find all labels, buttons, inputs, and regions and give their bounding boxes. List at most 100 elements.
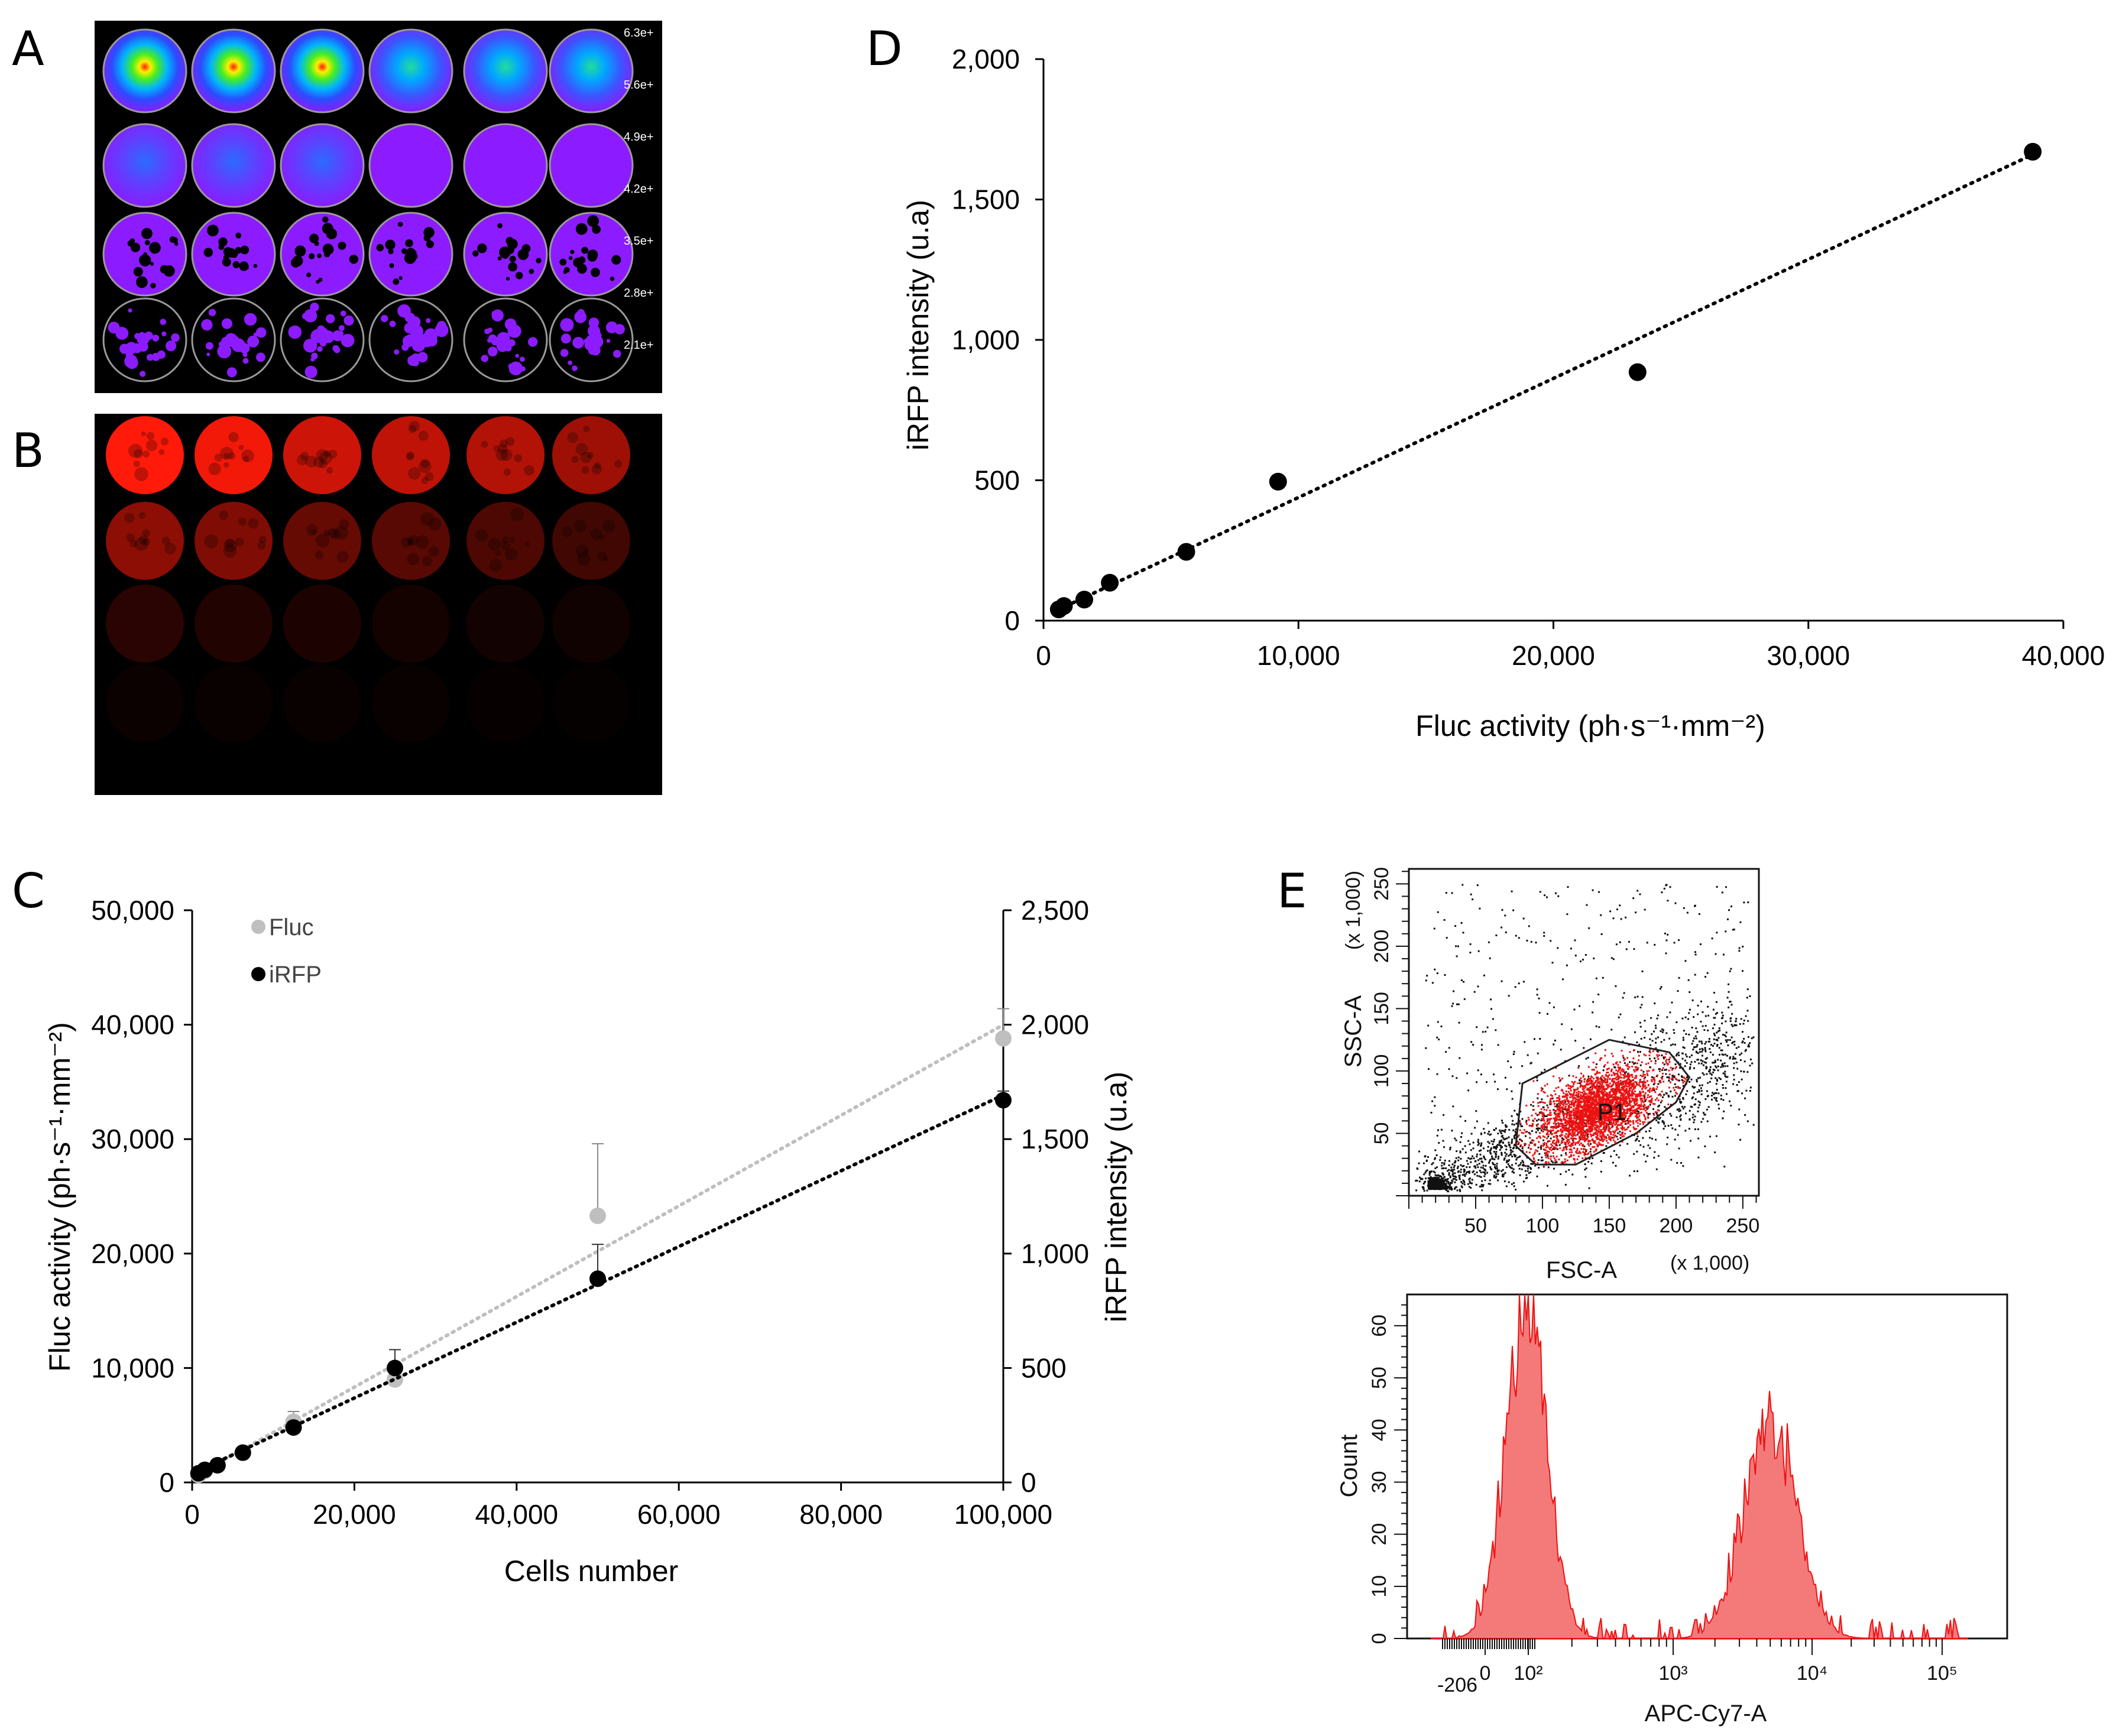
gated-event <box>1548 1140 1550 1142</box>
plate-a-speckle <box>407 240 413 246</box>
gated-event <box>1654 1103 1656 1105</box>
dotplot-event <box>1532 1123 1534 1125</box>
gated-event <box>1610 1121 1613 1124</box>
dotplot-event <box>1674 1067 1677 1069</box>
dotplot-event <box>1489 1134 1491 1136</box>
dotplot-event <box>1526 939 1528 942</box>
dotplot-event <box>1542 1139 1545 1141</box>
gated-event <box>1618 1109 1621 1112</box>
plate-a-speckle <box>520 356 525 362</box>
plate-b-texture <box>133 460 140 468</box>
dotplot-event <box>1455 945 1457 948</box>
plate-a-speckle <box>136 276 148 288</box>
gated-event <box>1597 1130 1599 1132</box>
gated-event <box>1564 1107 1566 1109</box>
gated-event <box>1565 1128 1567 1130</box>
dotplot-event <box>1600 1160 1602 1162</box>
gated-event <box>1600 1144 1603 1146</box>
dotplot-event <box>1682 1096 1684 1099</box>
dotplot-event <box>1466 1072 1469 1075</box>
dotplot-event <box>1655 1138 1657 1141</box>
dotplot-event <box>1512 1168 1515 1170</box>
gated-event <box>1563 1148 1565 1151</box>
gated-event <box>1555 1125 1558 1128</box>
gated-event <box>1649 1052 1651 1053</box>
dotplot-event <box>1539 1111 1541 1114</box>
dotplot-event <box>1536 1114 1538 1117</box>
dotplot-event <box>1615 1154 1618 1156</box>
dotplot-event <box>1720 1098 1722 1100</box>
gated-event <box>1627 1081 1629 1083</box>
dotplot-event <box>1503 1173 1505 1176</box>
plate-b-texture <box>330 528 341 540</box>
dotplot-event <box>1649 1137 1651 1139</box>
gated-event <box>1594 1120 1596 1122</box>
gated-event <box>1541 1118 1543 1120</box>
gated-event <box>1615 1069 1618 1072</box>
dotplot-event <box>1529 1142 1532 1144</box>
gated-event <box>1574 1142 1577 1144</box>
dotplot-event <box>1523 1129 1525 1131</box>
plate-b-texture <box>594 462 601 469</box>
dotplot-event <box>1510 1167 1512 1169</box>
dotplot-event <box>1599 1078 1602 1080</box>
gated-event <box>1548 1121 1551 1124</box>
dotplot-event <box>1728 991 1730 993</box>
dotplot-event <box>1496 1169 1499 1172</box>
gated-event <box>1608 1067 1610 1070</box>
gated-event <box>1596 1108 1598 1110</box>
dotplot-event <box>1518 1143 1519 1145</box>
plate-a-speckle <box>140 371 146 377</box>
gated-event <box>1580 1114 1583 1117</box>
dotplot-event <box>1670 1091 1672 1092</box>
dotplot-event <box>1715 1001 1717 1003</box>
gated-event <box>1623 1097 1625 1099</box>
dotplot-event <box>1670 1104 1672 1106</box>
dotplot-event <box>1644 1076 1647 1079</box>
plate-a-speckle <box>226 367 237 378</box>
gated-event <box>1564 1127 1566 1130</box>
dotplot-event <box>1671 1069 1673 1071</box>
dotplot-event <box>1707 1014 1710 1017</box>
gated-event <box>1546 1083 1548 1085</box>
gated-event <box>1615 1073 1617 1075</box>
gated-event <box>1595 1118 1597 1120</box>
dotplot-event <box>1678 939 1680 941</box>
gated-event <box>1645 1054 1647 1057</box>
gated-event <box>1568 1148 1571 1151</box>
dotplot-event <box>1591 1120 1593 1122</box>
dotplot-event <box>1482 1164 1485 1167</box>
dotplot-event <box>1568 1169 1570 1171</box>
dotplot-event <box>1469 1180 1471 1183</box>
dotplot-event <box>1642 1137 1644 1139</box>
gated-event <box>1589 1127 1591 1130</box>
dotplot-event <box>1539 1101 1541 1104</box>
dotplot-event <box>1636 1083 1638 1085</box>
dotplot-event <box>1503 1138 1505 1141</box>
plate-a-speckle <box>132 343 142 353</box>
dotplot-event <box>1544 1154 1547 1156</box>
dotplot-event <box>1697 1137 1700 1140</box>
plate-a-speckle <box>333 346 341 353</box>
dotplot-event <box>1717 1030 1719 1033</box>
dotplot-event <box>1511 1123 1514 1125</box>
dotplot-event <box>1590 1154 1592 1156</box>
dotplot-event <box>1742 1031 1743 1033</box>
gated-event <box>1607 1075 1609 1077</box>
gated-event <box>1654 1111 1657 1113</box>
dotplot-event <box>1657 1083 1660 1085</box>
gated-event <box>1629 1130 1631 1133</box>
dotplot-event <box>1650 1017 1652 1019</box>
gated-event <box>1615 1096 1617 1099</box>
dotplot-event <box>1448 1174 1450 1176</box>
gated-event <box>1628 1080 1631 1083</box>
dotplot-event <box>1713 1096 1716 1099</box>
gated-event <box>1593 1105 1596 1107</box>
plate-b-texture <box>420 459 430 468</box>
gated-event <box>1600 1109 1602 1111</box>
dotplot-event <box>1665 1092 1668 1095</box>
dotplot-event <box>1484 1173 1486 1175</box>
gated-event <box>1615 1086 1618 1088</box>
dotplot-event <box>1537 1097 1539 1099</box>
dotplot-event <box>1583 1080 1586 1083</box>
